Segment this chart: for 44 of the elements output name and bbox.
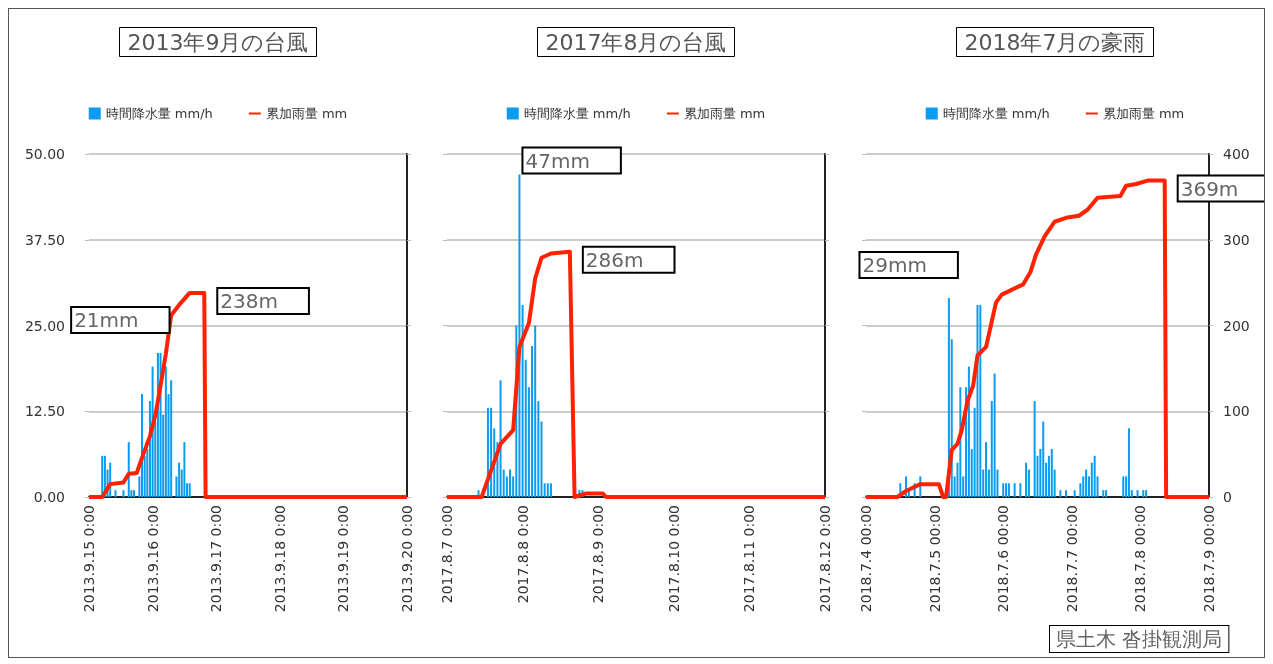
legend-label: 時間降水量 mm/h	[524, 106, 632, 121]
x-tick-label: 2018.7.6 00:00	[994, 505, 1011, 613]
legend-label: 累加雨量 mm	[265, 106, 348, 121]
chart-title: 2017年8月の台風	[545, 29, 727, 55]
x-tick-label: 2017.8.12 0:00	[817, 505, 834, 613]
x-tick-label: 2018.7.5 00:00	[926, 505, 943, 613]
y2-tick-label: 200	[1222, 317, 1250, 334]
annotation: 29mm	[862, 253, 927, 278]
y-tick-label: 25.00	[24, 317, 65, 334]
y2-tick-label: 0	[1222, 489, 1232, 505]
y2-tick-label: 400	[1222, 146, 1250, 162]
x-tick-label: 2013.9.17 0:00	[208, 505, 225, 613]
x-tick-label: 2018.7.8 00:00	[1132, 505, 1149, 613]
legend-label: 累加雨量 mm	[1102, 106, 1184, 121]
x-tick-label: 2013.9.15 0:00	[81, 505, 97, 613]
annotation: 238m	[220, 288, 278, 313]
y-tick-label: 37.50	[24, 231, 65, 248]
text: 県土木 沓掛観測局	[1055, 627, 1223, 651]
legend-label: 時間降水量 mm/h	[105, 106, 213, 121]
legend-label: 累加雨量 mm	[684, 106, 766, 121]
chart-title: 2018年7月の豪雨	[964, 29, 1146, 55]
x-tick-label: 2013.9.16 0:00	[144, 505, 161, 613]
y2-tick-label: 300	[1222, 231, 1250, 248]
y-tick-label: 0.00	[33, 489, 65, 505]
x-tick-label: 2017.8.10 0:00	[666, 505, 683, 613]
y-tick-label: 12.50	[24, 403, 65, 420]
y2-tick-label: 100	[1222, 403, 1250, 420]
x-tick-label: 2017.8.11 0:00	[741, 505, 758, 613]
x-tick-label: 2017.8.7 0:00	[439, 505, 456, 604]
x-tick-label: 2018.7.9 00:00	[1200, 505, 1217, 613]
x-tick-label: 2017.8.8 0:00	[514, 505, 531, 604]
annotation: 286m	[586, 247, 644, 272]
x-tick-label: 2013.9.20 0:00	[399, 505, 415, 613]
chart-title: 2013年9月の台風	[127, 29, 309, 55]
x-tick-label: 2017.8.9 0:00	[590, 505, 607, 604]
annotation: 369m	[1180, 176, 1239, 201]
annotation: 21mm	[74, 307, 139, 332]
x-tick-label: 2018.7.7 00:00	[1063, 505, 1080, 613]
annotation: 47mm	[525, 148, 591, 173]
legend-label: 時間降水量 mm/h	[942, 106, 1050, 121]
x-tick-label: 2013.9.18 0:00	[271, 505, 288, 613]
x-tick-label: 2018.7.4 00:00	[857, 505, 874, 613]
y-tick-label: 50.00	[24, 146, 65, 162]
x-tick-label: 2013.9.19 0:00	[335, 505, 352, 613]
